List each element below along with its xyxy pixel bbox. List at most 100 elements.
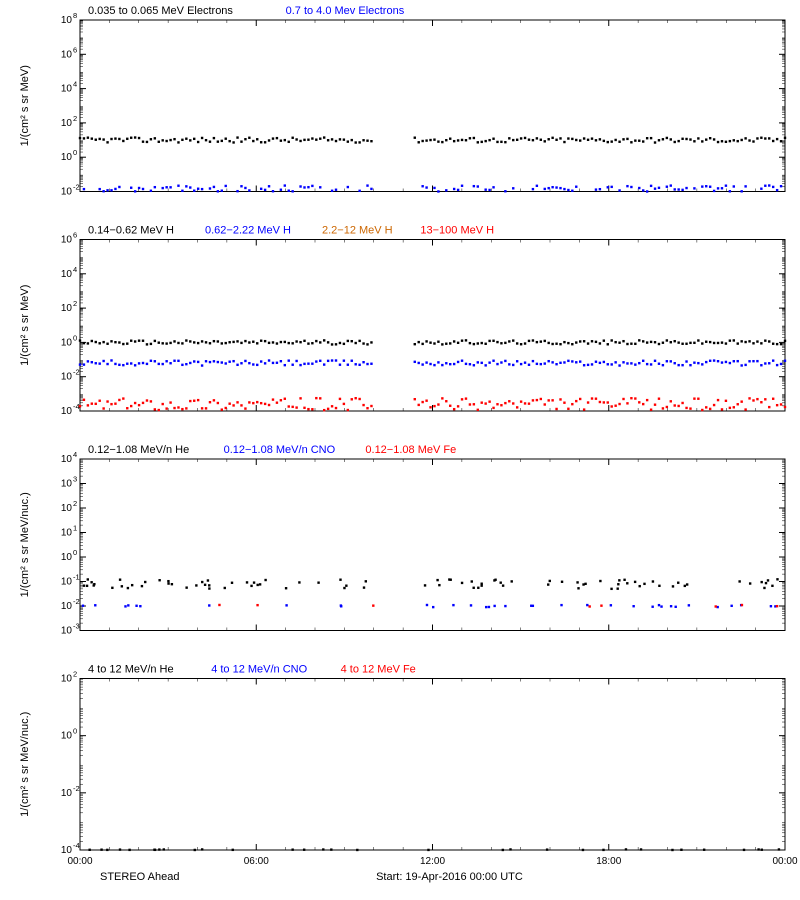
svg-text:-4: -4 <box>73 402 80 411</box>
xtick-label: 00:00 <box>772 856 797 867</box>
ytick-label: 10-4 <box>61 402 80 417</box>
y-axis-label: 1/(cm² s sr MeV/nuc.) <box>19 712 31 817</box>
svg-text:10: 10 <box>61 731 73 742</box>
panel-frame <box>80 20 785 192</box>
ytick-label: 106 <box>61 231 77 246</box>
svg-text:2: 2 <box>73 114 77 123</box>
svg-text:2: 2 <box>73 299 77 308</box>
ytick-label: 10-4 <box>61 841 80 856</box>
ytick-label: 102 <box>61 499 77 514</box>
svg-text:10: 10 <box>61 152 73 163</box>
data-series <box>83 578 779 590</box>
svg-text:10: 10 <box>61 626 73 637</box>
ytick-label: 102 <box>61 299 77 314</box>
svg-text:0: 0 <box>73 333 77 342</box>
svg-text:10: 10 <box>61 577 73 588</box>
svg-text:10: 10 <box>61 84 73 95</box>
svg-text:10: 10 <box>61 235 73 246</box>
legend-item: 13−100 MeV H <box>420 225 494 237</box>
y-axis-label: 1/(cm² s sr MeV/nuc.) <box>19 492 31 597</box>
xtick-label: 18:00 <box>596 856 621 867</box>
data-series <box>218 604 778 608</box>
data-series <box>79 136 786 143</box>
svg-text:10: 10 <box>61 845 73 856</box>
ytick-label: 101 <box>61 524 77 539</box>
svg-text:10: 10 <box>61 187 73 198</box>
svg-text:-2: -2 <box>73 784 80 793</box>
legend-item: 0.12−1.08 MeV Fe <box>365 444 456 456</box>
y-axis-label: 1/(cm² s sr MeV) <box>19 285 31 366</box>
svg-text:10: 10 <box>61 503 73 514</box>
ytick-label: 100 <box>61 148 77 163</box>
svg-text:3: 3 <box>73 475 77 484</box>
legend-item: 4 to 12 MeV Fe <box>341 664 416 676</box>
xtick-label: 06:00 <box>244 856 269 867</box>
legend-item: 4 to 12 MeV/n CNO <box>211 664 307 676</box>
svg-text:-2: -2 <box>73 368 80 377</box>
ytick-label: 108 <box>61 11 77 26</box>
ytick-label: 10-2 <box>61 183 80 198</box>
ytick-label: 100 <box>61 727 77 742</box>
ytick-label: 10-2 <box>61 368 80 383</box>
ytick-label: 100 <box>61 333 77 348</box>
svg-text:0: 0 <box>73 548 77 557</box>
svg-text:10: 10 <box>61 479 73 490</box>
panel-frame <box>80 679 785 851</box>
legend-item: 0.035 to 0.065 MeV Electrons <box>88 5 233 17</box>
svg-text:10: 10 <box>61 337 73 348</box>
ytick-label: 102 <box>61 670 77 685</box>
legend-item: 0.7 to 4.0 Mev Electrons <box>286 5 405 17</box>
svg-text:10: 10 <box>61 528 73 539</box>
panel-frame <box>80 459 785 631</box>
xtick-label: 00:00 <box>67 856 92 867</box>
ytick-label: 104 <box>61 450 77 465</box>
svg-text:10: 10 <box>61 49 73 60</box>
svg-text:10: 10 <box>61 552 73 563</box>
data-series <box>79 359 786 366</box>
footer-center: Start: 19-Apr-2016 00:00 UTC <box>376 871 523 883</box>
svg-text:10: 10 <box>61 406 73 417</box>
svg-text:10: 10 <box>61 269 73 280</box>
ytick-label: 104 <box>61 80 77 95</box>
svg-text:2: 2 <box>73 499 77 508</box>
svg-text:10: 10 <box>61 601 73 612</box>
ytick-label: 10-3 <box>61 622 80 637</box>
legend-item: 0.12−1.08 MeV/n He <box>88 444 189 456</box>
legend-item: 2.2−12 MeV H <box>322 225 393 237</box>
ytick-label: 10-2 <box>61 784 80 799</box>
svg-text:0: 0 <box>73 727 77 736</box>
svg-text:10: 10 <box>61 372 73 383</box>
ytick-label: 100 <box>61 548 77 563</box>
legend-item: 0.12−1.08 MeV/n CNO <box>224 444 336 456</box>
data-series <box>82 604 777 609</box>
ytick-label: 104 <box>61 265 77 280</box>
svg-text:6: 6 <box>73 45 77 54</box>
svg-text:-2: -2 <box>73 597 80 606</box>
svg-text:10: 10 <box>61 788 73 799</box>
svg-text:0: 0 <box>73 148 77 157</box>
svg-text:10: 10 <box>61 303 73 314</box>
svg-text:4: 4 <box>73 80 77 89</box>
data-series <box>79 339 786 345</box>
ytick-label: 10-2 <box>61 597 80 612</box>
svg-text:2: 2 <box>73 670 77 679</box>
svg-text:4: 4 <box>73 450 77 459</box>
svg-text:-3: -3 <box>73 622 80 631</box>
ytick-label: 103 <box>61 475 77 490</box>
svg-text:10: 10 <box>61 15 73 26</box>
ytick-label: 10-1 <box>61 573 80 588</box>
legend-item: 0.14−0.62 MeV H <box>88 225 174 237</box>
svg-text:4: 4 <box>73 265 77 274</box>
ytick-label: 106 <box>61 45 77 60</box>
svg-text:1: 1 <box>73 524 77 533</box>
legend-item: 4 to 12 MeV/n He <box>88 664 174 676</box>
svg-text:-2: -2 <box>73 183 80 192</box>
xtick-label: 12:00 <box>420 856 445 867</box>
y-axis-label: 1/(cm² s sr MeV) <box>19 65 31 146</box>
legend-item: 0.62−2.22 MeV H <box>205 225 291 237</box>
chart-figure: 10-21001021041061081/(cm² s sr MeV)0.035… <box>0 0 800 900</box>
footer-left: STEREO Ahead <box>100 871 180 883</box>
ytick-label: 102 <box>61 114 77 129</box>
svg-text:6: 6 <box>73 231 77 240</box>
svg-text:10: 10 <box>61 454 73 465</box>
